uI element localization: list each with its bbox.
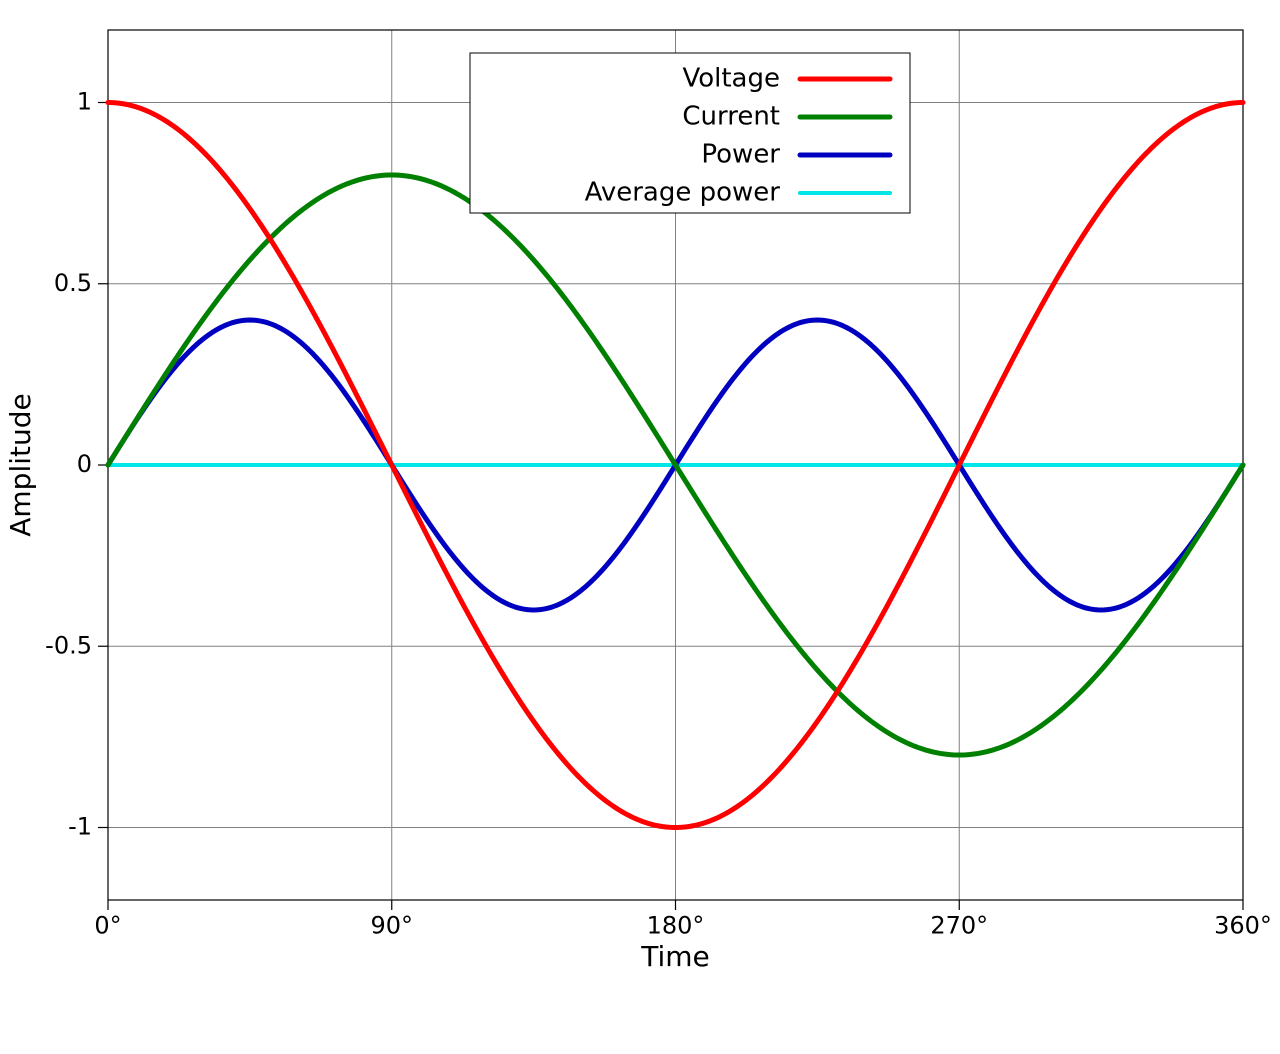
legend: Voltage Current Power Average power: [470, 53, 910, 213]
legend-label-power: Power: [701, 140, 780, 170]
legend-label-current: Current: [682, 102, 780, 132]
chart-svg: 0° 90° 180° 270° 360° -1 -0.5 0 0.5 1 Time Amplit…: [0, 0, 1280, 1054]
ytick-label: -0.5: [45, 631, 92, 659]
ytick-label: 0: [77, 450, 92, 478]
legend-label-avg_power: Average power: [585, 178, 781, 208]
x-axis-label: Time: [640, 940, 710, 973]
power-phase-chart: 0° 90° 180° 270° 360° -1 -0.5 0 0.5 1 Time Amplit…: [0, 0, 1280, 1054]
xtick-label: 0°: [94, 912, 121, 940]
ytick-label: 1: [77, 88, 92, 116]
y-axis-label: Amplitude: [4, 393, 37, 537]
ytick-label: -1: [68, 813, 92, 841]
ytick-label: 0.5: [54, 269, 92, 297]
legend-label-voltage: Voltage: [682, 64, 780, 94]
xtick-label: 90°: [370, 912, 413, 940]
xtick-label: 360°: [1214, 912, 1272, 940]
xtick-label: 270°: [930, 912, 988, 940]
xtick-label: 180°: [647, 912, 705, 940]
